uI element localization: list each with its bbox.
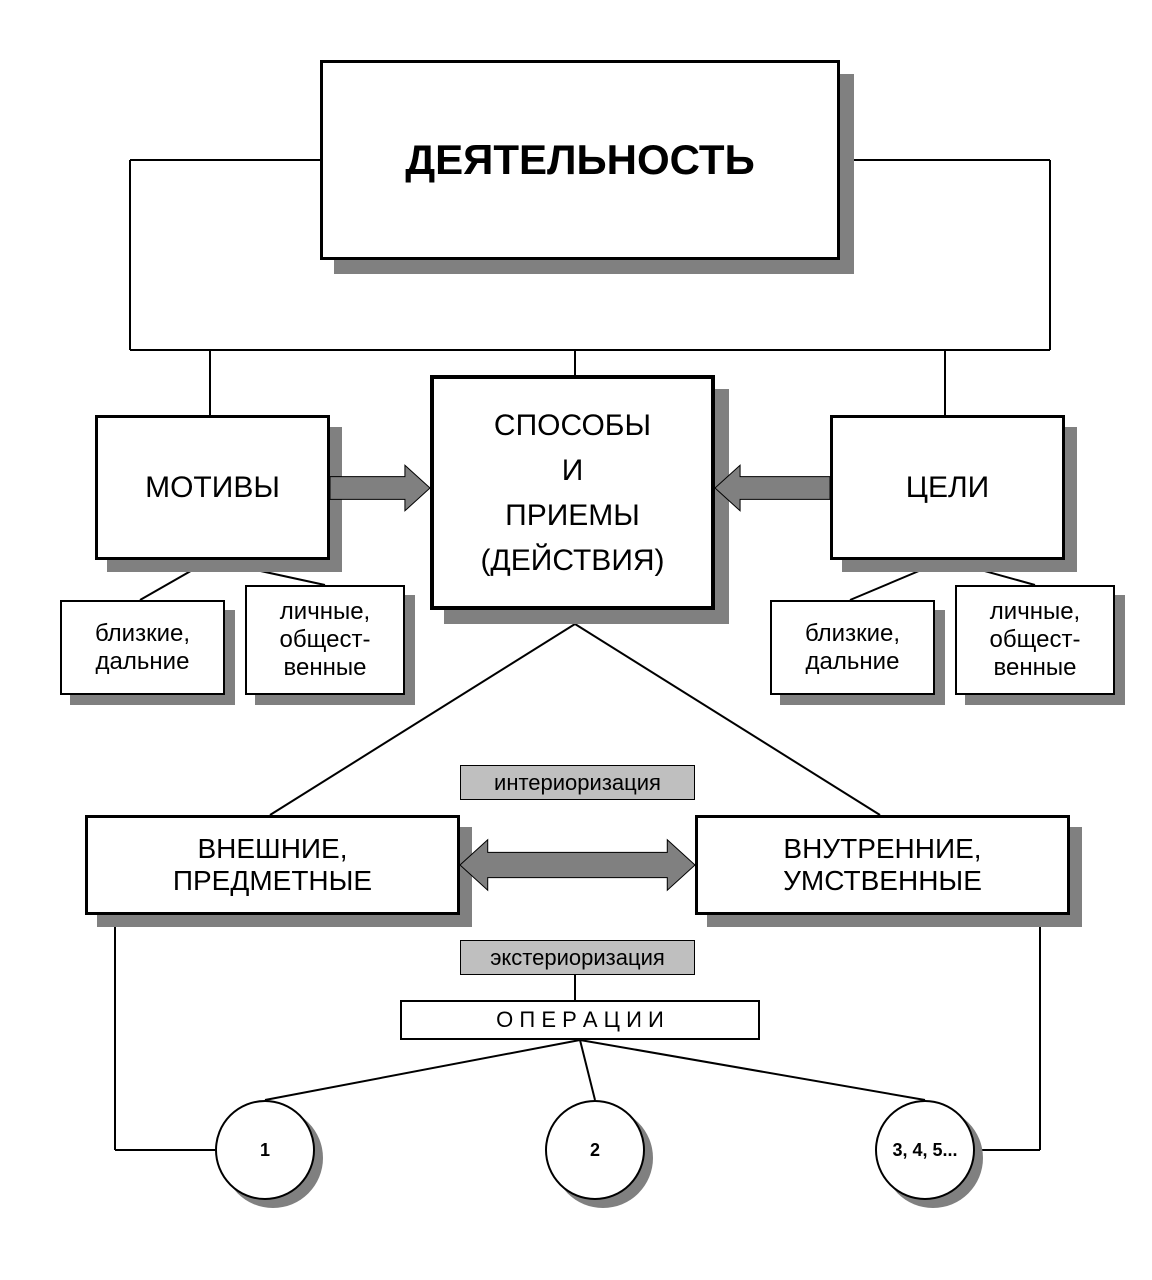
methods-label: СПОСОБЫИПРИЕМЫ(ДЕЙСТВИЯ): [480, 403, 664, 583]
circle-1-label: 1: [260, 1140, 270, 1161]
motives-label: МОТИВЫ: [145, 471, 280, 505]
circle-2: 2: [545, 1100, 645, 1200]
interiorization-label: интериоризация: [460, 765, 695, 800]
goals-sub2-node: личные,общест-венные: [955, 585, 1115, 695]
motives-sub1-label: близкие,дальние: [95, 620, 190, 676]
motives-node: МОТИВЫ: [95, 415, 330, 560]
exteriorization-text: экстериоризация: [490, 945, 665, 971]
circle-3-label: 3, 4, 5...: [892, 1140, 957, 1161]
motives-sub2-label: личные,общест-венные: [280, 598, 371, 682]
internal-node: ВНУТРЕННИЕ,УМСТВЕННЫЕ: [695, 815, 1070, 915]
motives-sub1-node: близкие,дальние: [60, 600, 225, 695]
interiorization-text: интериоризация: [494, 770, 661, 796]
root-label: ДЕЯТЕЛЬНОСТЬ: [405, 136, 755, 184]
circle-3: 3, 4, 5...: [875, 1100, 975, 1200]
methods-node: СПОСОБЫИПРИЕМЫ(ДЕЙСТВИЯ): [430, 375, 715, 610]
internal-label: ВНУТРЕННИЕ,УМСТВЕННЫЕ: [783, 833, 982, 897]
external-node: ВНЕШНИЕ,ПРЕДМЕТНЫЕ: [85, 815, 460, 915]
circle-2-label: 2: [590, 1140, 600, 1161]
goals-sub1-node: близкие,дальние: [770, 600, 935, 695]
exteriorization-label: экстериоризация: [460, 940, 695, 975]
goals-sub2-label: личные,общест-венные: [990, 598, 1081, 682]
operations-node: О П Е Р А Ц И И: [400, 1000, 760, 1040]
operations-label: О П Е Р А Ц И И: [496, 1007, 664, 1033]
circle-1: 1: [215, 1100, 315, 1200]
goals-node: ЦЕЛИ: [830, 415, 1065, 560]
motives-sub2-node: личные,общест-венные: [245, 585, 405, 695]
root-node: ДЕЯТЕЛЬНОСТЬ: [320, 60, 840, 260]
external-label: ВНЕШНИЕ,ПРЕДМЕТНЫЕ: [173, 833, 372, 897]
goals-label: ЦЕЛИ: [906, 471, 989, 505]
goals-sub1-label: близкие,дальние: [805, 620, 900, 676]
